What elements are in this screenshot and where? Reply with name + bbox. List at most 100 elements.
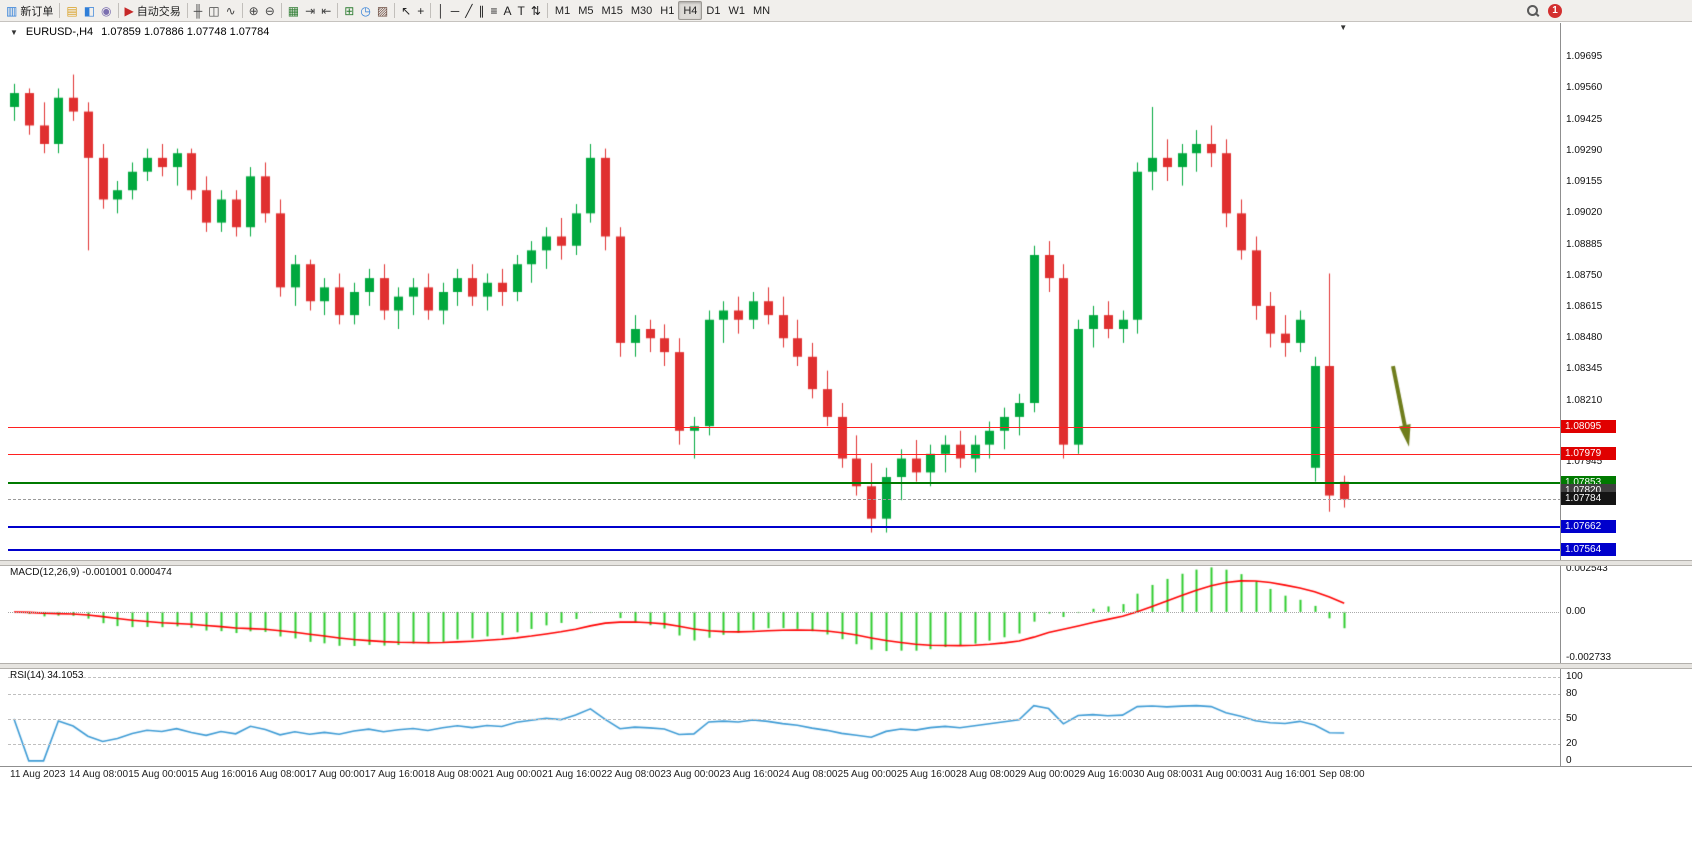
price-tick-label: 1.08885: [1566, 238, 1603, 250]
macd-axis-label: 0.00: [1566, 605, 1586, 617]
bar-chart-icon: ╫: [193, 3, 203, 18]
clock-icon: ◷: [360, 3, 371, 18]
zoom-in-button[interactable]: ⊕: [246, 1, 262, 20]
rsi-axis-label: 50: [1566, 713, 1578, 725]
toolbar-separator: [186, 3, 188, 18]
price-level-support-2[interactable]: [8, 526, 1561, 529]
templates-button[interactable]: ▨: [374, 1, 391, 20]
time-axis-label: 24 Aug 08:00: [778, 769, 838, 780]
line-chart-button[interactable]: ∿: [223, 1, 239, 20]
toolbar-separator: [394, 3, 396, 18]
price-level-resistance-2[interactable]: [8, 453, 1561, 455]
ohlc-values: 1.07859 1.07886 1.07748 1.07784: [101, 26, 270, 38]
search-icon[interactable]: [1526, 4, 1540, 18]
auto-trading-button[interactable]: ▶ 自动交易: [122, 1, 184, 20]
zoom-in-icon: ⊕: [248, 3, 259, 18]
data-window-button[interactable]: ◧: [81, 1, 98, 20]
price-level-resistance-1[interactable]: [8, 426, 1561, 428]
price-tick-label: 1.09290: [1566, 144, 1603, 156]
price-tick-label: 1.08210: [1566, 394, 1603, 406]
rsi-indicator-label: RSI(14) 34.1053: [10, 670, 84, 681]
channel-button[interactable]: ∥: [475, 1, 487, 20]
symbol-collapse-icon[interactable]: ▼: [10, 27, 18, 37]
time-axis-label: 22 Aug 08:00: [601, 769, 661, 780]
chart-shift-marker: ▼: [1339, 23, 1348, 32]
timeframe-d1-button[interactable]: D1: [702, 1, 724, 20]
chart-shift-button[interactable]: ⇤: [318, 1, 334, 20]
vertical-line-button[interactable]: │: [434, 1, 448, 20]
time-axis-label: 16 Aug 08:00: [246, 769, 306, 780]
navigator-icon: ◉: [101, 3, 112, 18]
periods-button[interactable]: ◷: [357, 1, 373, 20]
timeframe-mn-button[interactable]: MN: [749, 1, 774, 20]
time-axis-border: [0, 766, 1692, 767]
timeframe-m30-button[interactable]: M30: [627, 1, 656, 20]
text-label-icon: T: [517, 3, 525, 18]
price-level-support-3[interactable]: [8, 549, 1561, 552]
time-axis-label: 17 Aug 16:00: [364, 769, 424, 780]
new-order-button[interactable]: ▥ 新订单: [3, 1, 56, 20]
notification-badge[interactable]: 1: [1548, 3, 1562, 18]
time-axis-label: 15 Aug 16:00: [187, 769, 247, 780]
toolbar-separator: [241, 3, 243, 18]
bar-chart-button[interactable]: ╫: [191, 1, 206, 20]
toolbar-separator: [117, 3, 119, 18]
price-tick-label: 1.08615: [1566, 301, 1603, 313]
auto-scroll-button[interactable]: ⇥: [302, 1, 318, 20]
price-tick-label: 1.09425: [1566, 113, 1603, 125]
candlestick-chart-button[interactable]: ◫: [205, 1, 222, 20]
market-watch-button[interactable]: ▤: [63, 1, 80, 20]
navigator-button[interactable]: ◉: [98, 1, 114, 20]
text-label-button[interactable]: T: [515, 1, 528, 20]
timeframe-h4-button[interactable]: H4: [678, 1, 703, 20]
indicators-button[interactable]: ⊞: [341, 1, 357, 20]
time-axis-label: 25 Aug 00:00: [837, 769, 897, 780]
toolbar-separator: [280, 3, 282, 18]
price-level-support-1[interactable]: [8, 482, 1561, 485]
price-tick-label: 1.09020: [1566, 207, 1603, 219]
timeframe-m15-button[interactable]: M15: [597, 1, 626, 20]
price-tick-label: 1.08345: [1566, 363, 1603, 375]
timeframe-h1-button[interactable]: H1: [656, 1, 678, 20]
horizontal-line-icon: ─: [450, 3, 460, 18]
crosshair-button[interactable]: +: [414, 1, 427, 20]
timeframe-m5-button[interactable]: M5: [574, 1, 597, 20]
macd-zero-line: [8, 611, 1561, 613]
time-axis-label: 29 Aug 00:00: [1015, 769, 1074, 780]
fibonacci-icon: ≡: [490, 3, 498, 18]
arrows-button[interactable]: ⇅: [528, 1, 544, 20]
channel-icon: ∥: [478, 3, 485, 18]
time-axis-label: 28 Aug 08:00: [955, 769, 1015, 780]
time-axis-label: 21 Aug 16:00: [542, 769, 602, 780]
price-badge-1_07662: 1.07662: [1561, 520, 1616, 534]
arrows-icon: ⇅: [530, 3, 541, 18]
price-tick-label: 1.09695: [1566, 51, 1603, 63]
tile-windows-icon: ▦: [287, 3, 300, 18]
trendline-button[interactable]: ╱: [462, 1, 475, 20]
fibonacci-button[interactable]: ≡: [487, 1, 500, 20]
rsi-axis-label: 100: [1566, 671, 1583, 683]
text-button[interactable]: A: [501, 1, 515, 20]
macd-rsi-separator[interactable]: [0, 663, 1692, 669]
cursor-button[interactable]: ↖: [398, 1, 414, 20]
price-level-bid-line[interactable]: [8, 498, 1561, 500]
price-macd-separator[interactable]: [0, 560, 1692, 566]
zoom-out-button[interactable]: ⊖: [262, 1, 278, 20]
time-axis-label: 11 Aug 2023: [10, 769, 66, 780]
timeframe-m1-button[interactable]: M1: [551, 1, 574, 20]
data-window-icon: ◧: [83, 3, 96, 18]
toolbar-separator: [337, 3, 339, 18]
price-badge-1_07979: 1.07979: [1561, 447, 1616, 461]
horizontal-line-button[interactable]: ─: [448, 1, 463, 20]
price-badge-1_07784: 1.07784: [1561, 492, 1616, 506]
rsi-level-100: [8, 677, 1561, 679]
symbol-timeframe-label: EURUSD-,H4: [25, 26, 94, 38]
new-order-icon: ▥: [6, 3, 18, 18]
rsi-level-20: [8, 744, 1561, 746]
timeframe-w1-button[interactable]: W1: [724, 1, 749, 20]
time-axis-label: 14 Aug 08:00: [69, 769, 129, 780]
toolbar-separator: [546, 3, 548, 18]
tile-windows-button[interactable]: ▦: [285, 1, 302, 20]
price-tick-label: 1.09155: [1566, 176, 1603, 188]
